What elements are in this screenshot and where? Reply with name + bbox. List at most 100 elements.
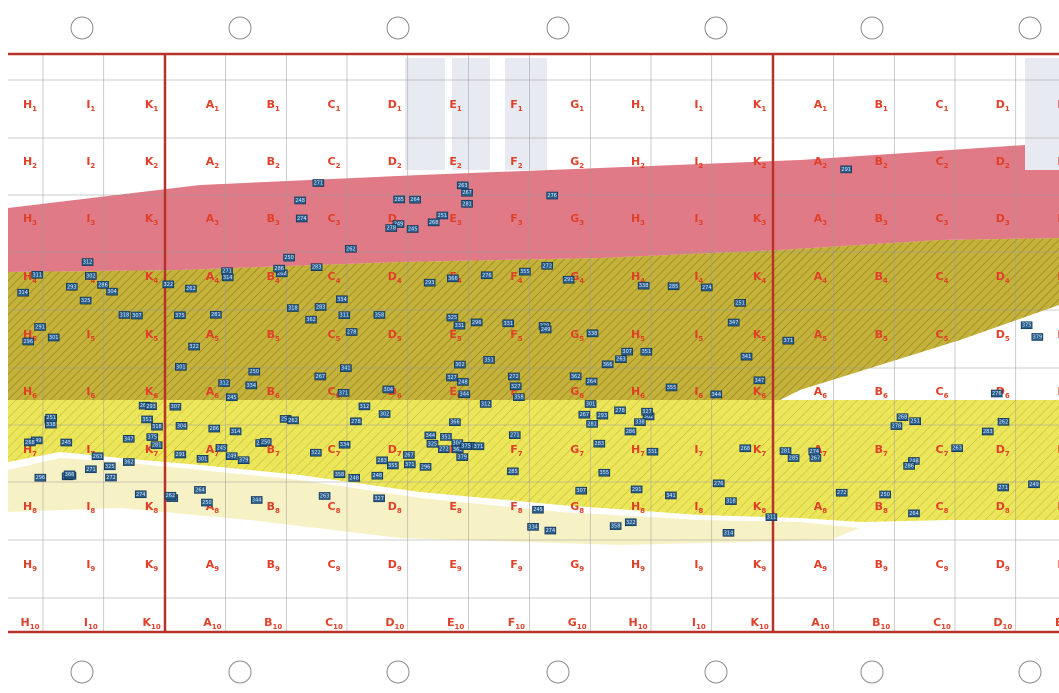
svg-text:271: 271 — [998, 485, 1008, 491]
svg-text:304: 304 — [177, 423, 187, 429]
grid-cell-label: I2 — [694, 155, 703, 170]
svg-text:327: 327 — [447, 375, 457, 381]
find-marker: 267 — [403, 451, 415, 459]
svg-text:366: 366 — [448, 276, 458, 282]
svg-text:347: 347 — [729, 320, 739, 326]
find-marker: 272 — [105, 473, 117, 482]
svg-text:358: 358 — [335, 472, 345, 478]
svg-text:371: 371 — [474, 444, 484, 450]
svg-text:311: 311 — [767, 515, 777, 521]
svg-text:281: 281 — [152, 443, 162, 449]
svg-text:302: 302 — [86, 273, 96, 279]
svg-text:271: 271 — [222, 269, 232, 275]
svg-text:267: 267 — [811, 455, 821, 461]
survey-point-circle — [1018, 660, 1042, 684]
svg-text:267: 267 — [580, 412, 590, 418]
svg-text:358: 358 — [611, 524, 621, 530]
find-marker: 250 — [248, 367, 261, 376]
find-marker: 312 — [81, 258, 94, 266]
svg-text:264: 264 — [195, 487, 205, 493]
find-marker: 344 — [250, 496, 263, 504]
svg-text:267: 267 — [404, 452, 414, 458]
grid-cell-label: E9 — [449, 558, 462, 573]
find-marker: 358 — [513, 393, 525, 401]
survey-point-circle — [70, 16, 94, 40]
svg-text:251: 251 — [910, 419, 920, 425]
grid-cell-label: E5 — [1057, 328, 1059, 343]
survey-point-circle — [704, 16, 728, 40]
svg-text:331: 331 — [503, 321, 513, 327]
grid-cell-label: I2 — [86, 155, 95, 170]
find-marker: 291 — [840, 165, 852, 174]
survey-point-circle — [386, 16, 410, 40]
grid-cell-label: F8 — [510, 500, 523, 515]
svg-text:264: 264 — [587, 379, 597, 385]
grid-cell-label: G10 — [568, 616, 587, 631]
find-marker: 291 — [630, 485, 643, 494]
grid-cell-label: D5 — [996, 328, 1010, 343]
svg-text:271: 271 — [314, 181, 324, 187]
grid-cell-label: B9 — [267, 558, 280, 573]
find-marker: 318 — [118, 311, 131, 319]
find-marker: 311 — [31, 270, 44, 279]
svg-text:296: 296 — [36, 475, 46, 481]
find-marker: 311 — [338, 311, 351, 320]
grid-cell-label: C10 — [325, 616, 343, 631]
find-marker: 358 — [609, 522, 622, 530]
find-marker: 283 — [981, 427, 994, 436]
find-marker: 325 — [103, 462, 116, 471]
find-marker: 331 — [502, 319, 515, 328]
find-marker: 338 — [634, 418, 646, 426]
svg-text:293: 293 — [425, 280, 435, 286]
find-marker: 267 — [314, 372, 327, 381]
svg-text:318: 318 — [152, 424, 162, 430]
grid-cell-label: A6 — [814, 385, 828, 400]
svg-text:344: 344 — [252, 497, 262, 503]
find-marker: 362 — [305, 315, 317, 324]
svg-text:314: 314 — [18, 290, 28, 296]
find-marker: 248 — [457, 378, 469, 386]
svg-text:322: 322 — [189, 344, 199, 350]
find-marker: 358 — [333, 470, 346, 479]
svg-text:312: 312 — [360, 404, 370, 410]
svg-text:338: 338 — [46, 422, 56, 428]
svg-text:331: 331 — [648, 449, 658, 455]
find-marker: 268 — [896, 413, 909, 422]
svg-text:304: 304 — [107, 289, 117, 295]
find-marker: 338 — [45, 420, 57, 429]
grid-cell-label: E7 — [1057, 443, 1059, 458]
svg-text:301: 301 — [176, 364, 186, 370]
svg-text:250: 250 — [202, 500, 212, 506]
find-marker: 281 — [586, 420, 598, 428]
grid-cell-label: H1 — [23, 98, 37, 113]
find-marker: 307 — [575, 486, 587, 495]
find-marker: 268 — [427, 218, 440, 227]
find-marker: 268 — [24, 438, 36, 447]
find-marker: 301 — [584, 400, 597, 408]
find-marker: 338 — [637, 281, 650, 290]
grid-cell-label: F10 — [508, 616, 525, 631]
find-marker: 276 — [712, 479, 725, 488]
svg-text:281: 281 — [587, 421, 597, 427]
find-marker: 322 — [162, 280, 175, 289]
find-marker: 286 — [208, 424, 221, 433]
svg-text:272: 272 — [439, 447, 449, 453]
find-marker: 362 — [123, 458, 135, 466]
find-marker: 344 — [424, 431, 437, 440]
grid-cell-label: K1 — [753, 98, 767, 113]
svg-text:271: 271 — [510, 433, 520, 439]
find-marker: 375 — [146, 433, 159, 441]
svg-text:274: 274 — [810, 449, 820, 455]
svg-text:325: 325 — [105, 464, 115, 470]
grid-cell-label: D9 — [388, 558, 402, 573]
find-marker: 334 — [245, 381, 258, 390]
find-marker: 278 — [385, 224, 398, 232]
find-marker: 285 — [393, 195, 405, 204]
grid-cell-label: G1 — [570, 98, 584, 113]
find-marker: 278 — [350, 417, 362, 426]
grid-cell-label: I4 — [694, 270, 703, 285]
find-marker: 366 — [447, 274, 459, 283]
svg-text:283: 283 — [595, 441, 605, 447]
find-marker: 281 — [779, 447, 792, 455]
find-marker: 304 — [382, 385, 395, 394]
